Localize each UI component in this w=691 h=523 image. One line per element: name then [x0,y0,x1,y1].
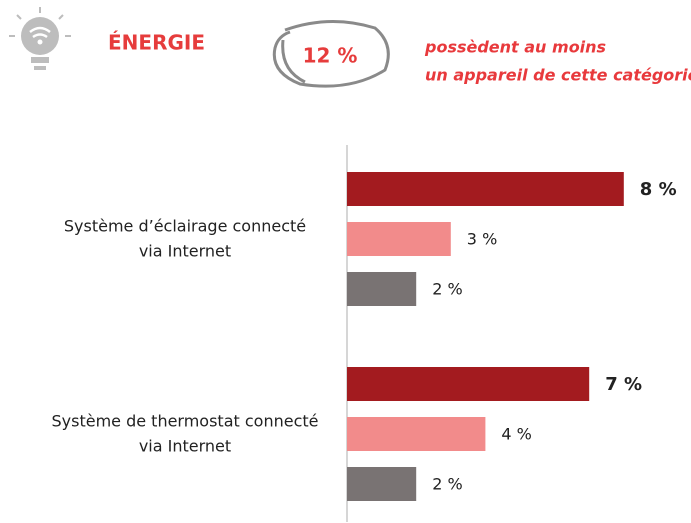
value-label: 7 % [605,374,642,395]
note: possèdent au moins [424,38,606,57]
value-label: 4 % [501,425,531,444]
category-label: Système d’éclairage connecté [64,217,306,236]
stat: 12 % [303,44,358,68]
bar [347,172,624,206]
scribble-circle [272,20,390,88]
category-label: via Internet [139,242,231,261]
value-label: 2 % [432,475,462,494]
note: un appareil de cette catégorie [425,66,691,85]
bar [347,417,486,451]
bar [347,367,590,401]
bar [347,222,451,256]
bar [347,467,417,501]
value-label: 2 % [432,280,462,299]
title: ÉNERGIE [108,31,205,55]
bulb-icon [9,7,71,70]
category-label: via Internet [139,437,231,456]
value-label: 3 % [467,230,497,249]
value-label: 8 % [640,179,677,200]
category-label: Système de thermostat connecté [51,412,318,431]
bar [347,272,417,306]
